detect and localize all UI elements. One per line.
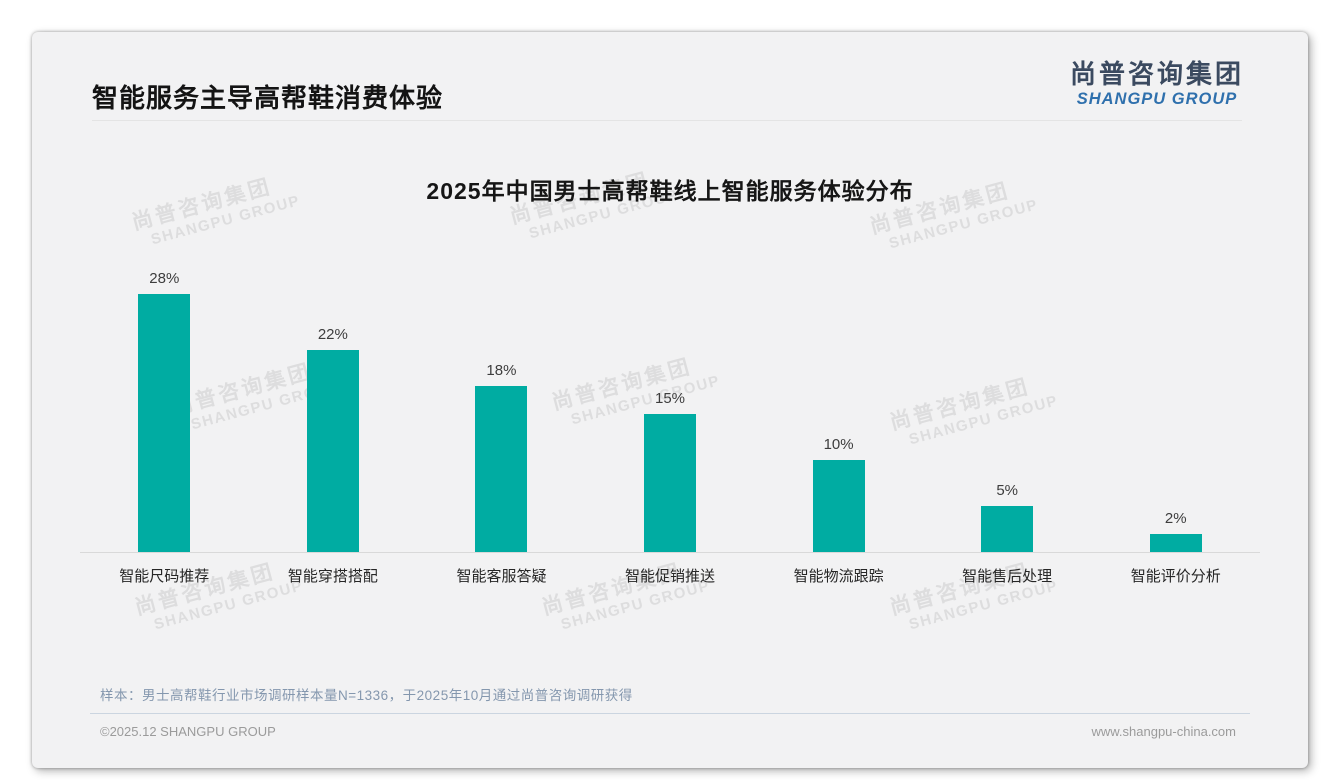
bar-column: 2% (1091, 263, 1260, 552)
footer: ©2025.12 SHANGPU GROUP www.shangpu-china… (100, 724, 1236, 739)
watermark-en-text: SHANGPU GROUP (152, 577, 306, 634)
sample-footnote: 样本：男士高帮鞋行业市场调研样本量N=1336，于2025年10月通过尚普咨询调… (100, 688, 633, 703)
bar-column: 10% (754, 263, 923, 552)
bar-value-label: 28% (149, 270, 180, 287)
watermark-cn-text: 尚普咨询集团 (887, 560, 1033, 620)
bar-column: 22% (249, 263, 418, 552)
page-title: 智能服务主导高帮鞋消费体验 (92, 83, 444, 113)
watermark-cn-text: 尚普咨询集团 (132, 560, 278, 620)
bar-value-label: 22% (317, 326, 348, 343)
bar-value-label: 5% (996, 482, 1019, 499)
bar-value-label: 10% (823, 436, 854, 453)
header-divider (92, 120, 1242, 121)
logo-english-text: SHANGPU GROUP (1076, 90, 1238, 108)
bar-column: 28% (80, 263, 249, 552)
website-url: www.shangpu-china.com (1091, 724, 1236, 739)
category-label: 智能客服答疑 (456, 568, 547, 585)
copyright-text: ©2025.12 SHANGPU GROUP (100, 724, 276, 739)
bar-value-label: 2% (1164, 510, 1187, 527)
bar-chart-plot-area: 28% 22% 18% 15% 10% 5% 2% (80, 263, 1260, 553)
logo-chinese-text: 尚普咨询集团 (1069, 59, 1244, 89)
category-label: 智能尺码推荐 (119, 568, 210, 585)
bar-column: 18% (417, 263, 586, 552)
bar (1149, 534, 1202, 552)
bar (812, 460, 865, 552)
bar (475, 386, 528, 552)
slide-card: 尚普咨询集团 SHANGPU GROUP 尚普咨询集团 SHANGPU GROUP 尚普… (32, 32, 1308, 768)
bar (644, 414, 697, 552)
watermark-en-text: SHANGPU GROUP (907, 577, 1061, 634)
category-label: 智能穿搭搭配 (287, 568, 378, 585)
category-label: 智能售后处理 (962, 568, 1053, 585)
bar (138, 294, 191, 552)
bar (306, 350, 359, 552)
bar-column: 5% (923, 263, 1092, 552)
bar-column: 15% (586, 263, 755, 552)
bar-value-label: 18% (486, 362, 517, 379)
watermark-en-text: SHANGPU GROUP (559, 577, 713, 634)
chart-title: 2025年中国男士高帮鞋线上智能服务体验分布 (426, 178, 914, 204)
category-label: 智能促销推送 (625, 568, 716, 585)
category-label: 智能物流跟踪 (793, 568, 884, 585)
footer-divider (90, 713, 1250, 714)
shangpu-logo: 尚普咨询集团 SHANGPU GROUP (1070, 58, 1244, 109)
category-label: 智能评价分析 (1130, 568, 1221, 585)
watermark-cn-text: 尚普咨询集团 (539, 560, 685, 620)
bar (981, 506, 1034, 552)
category-axis: 智能尺码推荐 智能穿搭搭配 智能客服答疑 智能促销推送 智能物流跟踪 智能售后处理 智能评价… (80, 565, 1260, 586)
bar-value-label: 15% (655, 390, 686, 407)
